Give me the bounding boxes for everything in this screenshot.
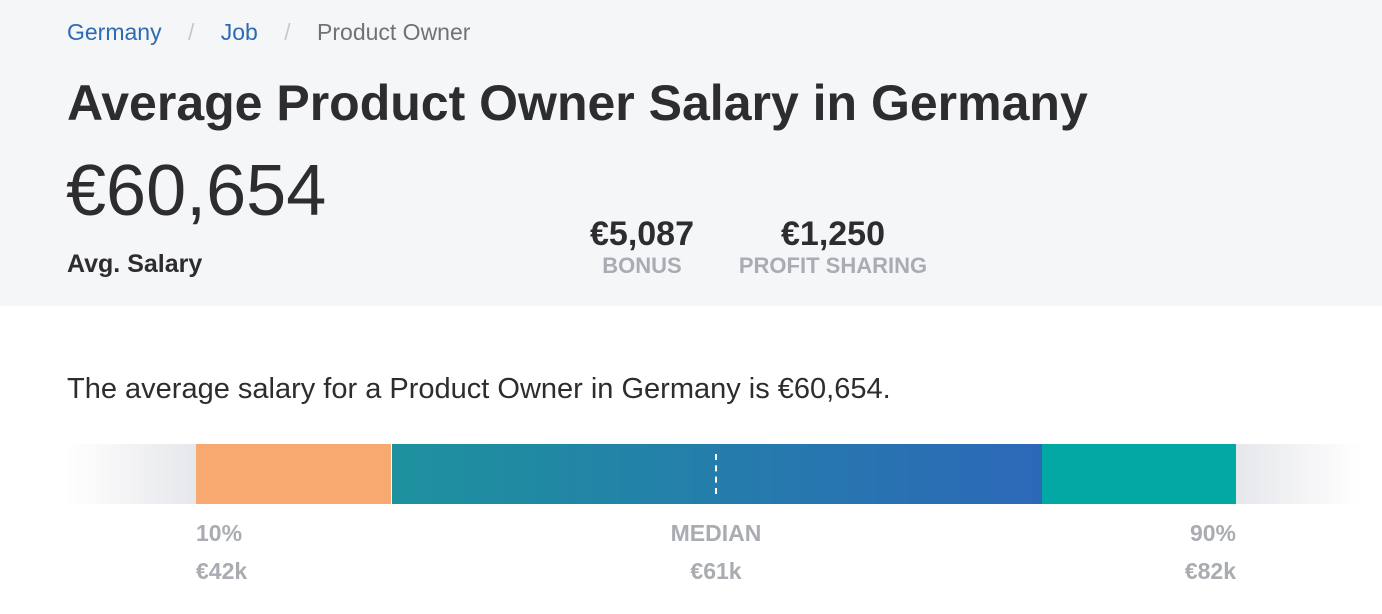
range-bar-left-fade [67,444,196,504]
bonus-value: €5,087 [590,215,694,253]
profit-sharing-value: €1,250 [781,215,885,253]
breadcrumb-link-job[interactable]: Job [220,19,258,45]
range-bar-low-segment [196,444,391,504]
p10-label: 10% [196,520,243,546]
salary-summary: The average salary for a Product Owner i… [67,373,891,405]
profit-sharing-label: PROFIT SHARING [738,253,928,278]
median-marker [715,454,717,494]
breadcrumb: Germany / Job / Product Owner [67,18,470,46]
median-label: MEDIAN [670,520,762,546]
salary-header: Germany / Job / Product Owner Average Pr… [0,0,1382,306]
range-bar-high-segment [1042,444,1236,504]
median-value: €61k [690,558,742,584]
p10-value: €42k [196,558,248,584]
p90-label: 90% [1189,520,1236,546]
breadcrumb-separator: / [187,19,195,45]
avg-salary-label: Avg. Salary [67,250,203,278]
p90-value: €82k [1184,558,1236,584]
breadcrumb-separator: / [284,19,291,45]
profit-sharing-stat: €1,250 PROFIT SHARING [734,214,932,280]
range-bar-mid-segment [392,444,1042,504]
bonus-stat: €5,087 BONUS [580,214,704,280]
breadcrumb-current: Product Owner [317,19,471,45]
range-bar-right-fade [1236,444,1362,504]
breadcrumb-link-germany[interactable]: Germany [67,19,162,45]
avg-salary-value: €60,654 [66,151,327,231]
bonus-label: BONUS [602,253,682,278]
page-title: Average Product Owner Salary in Germany [67,75,1088,131]
